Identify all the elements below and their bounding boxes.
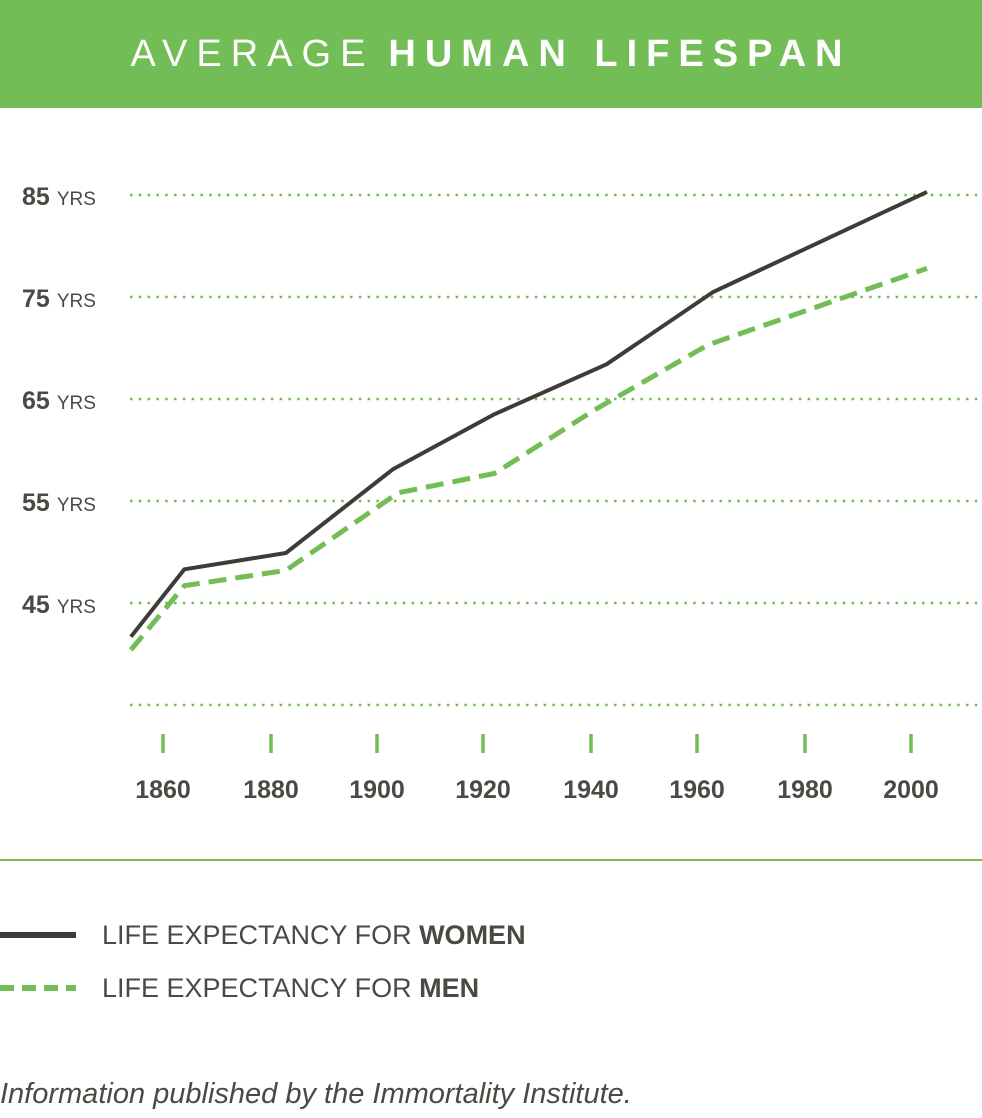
x-label-1880: 1880 [243,776,299,804]
x-label-1920: 1920 [455,776,511,804]
x-axis-labels: 1860 1880 1900 1920 1940 1960 1980 2000 [135,776,939,804]
x-label-1860: 1860 [135,776,191,804]
chart-header: AVERAGE HUMAN LIFESPAN [0,0,982,108]
legend-label-women: LIFE EXPECTANCY FOR WOMEN [102,919,526,950]
legend-swatch-dashed-line-icon [0,985,76,991]
legend-item-men: LIFE EXPECTANCY FOR MEN [0,970,479,1006]
chart-title: AVERAGE HUMAN LIFESPAN [131,33,852,76]
source-note: Information published by the Immortality… [0,1078,632,1110]
series-line-men [128,266,928,652]
x-label-1900: 1900 [349,776,405,804]
x-label-1960: 1960 [669,776,725,804]
x-label-2000: 2000 [883,776,939,804]
series-line-women [129,190,928,638]
x-label-1980: 1980 [777,776,833,804]
title-light: AVERAGE [130,32,375,75]
legend-label-men: LIFE EXPECTANCY FOR MEN [102,972,480,1003]
y-label-85: 85 YRS [22,183,96,211]
x-label-1940: 1940 [563,776,619,804]
y-axis-labels: 85 YRS 75 YRS 65 YRS 55 YRS 45 YRS [22,183,96,619]
gridlines [130,193,982,707]
line-chart: 85 YRS 75 YRS 65 YRS 55 YRS 45 YRS 1860 1880 … [22,183,982,804]
x-axis-ticks [161,734,913,753]
legend-swatch-solid-line-icon [0,932,76,938]
y-label-55: 55 YRS [22,489,96,517]
legend-divider [0,859,982,861]
y-label-45: 45 YRS [22,591,96,619]
y-label-75: 75 YRS [22,285,96,313]
y-label-65: 65 YRS [22,387,96,415]
legend-item-women: LIFE EXPECTANCY FOR WOMEN [0,917,526,953]
title-bold: HUMAN LIFESPAN [388,32,852,75]
